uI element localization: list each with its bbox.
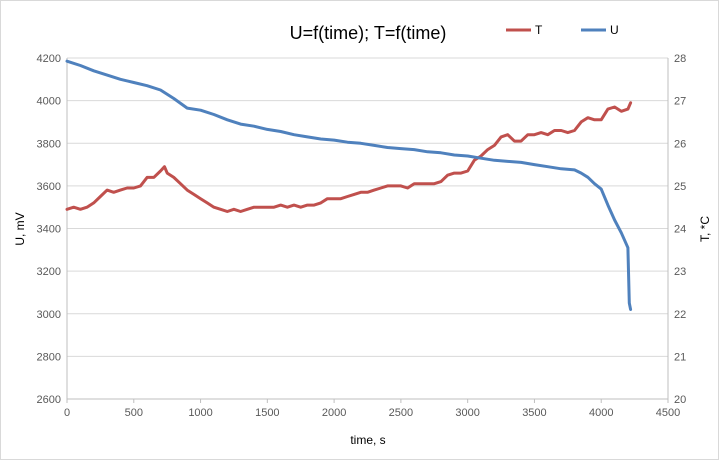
y-right-tick-label: 20 [674,394,686,406]
x-tick-label: 4000 [589,407,613,419]
y-right-tick-label: 27 [674,96,686,108]
y-right-tick-label: 24 [674,224,686,236]
y-left-tick-label: 2600 [37,394,61,406]
series-line-t [65,101,633,213]
x-tick-label: 4500 [656,407,680,419]
y-right-axis-title: T, *C [698,216,712,242]
legend: T U [506,23,619,37]
y-right-tick-label: 21 [674,351,686,363]
x-tick-label: 1500 [255,407,279,419]
y-left-tick-label: 3000 [37,309,61,321]
y-left-tick-label: 3800 [37,138,61,150]
legend-label-t: T [535,23,543,37]
x-tick-label: 0 [64,407,70,419]
y-right-tick-label: 22 [674,309,686,321]
x-tick-label: 3500 [522,407,546,419]
x-tick-label: 2000 [322,407,346,419]
x-tick-label: 3000 [455,407,479,419]
y-right-tick-label: 23 [674,266,686,278]
y-left-tick-label: 3200 [37,266,61,278]
x-tick-label: 1000 [188,407,212,419]
y-left-tick-label: 2800 [37,351,61,363]
y-left-axis-title: U, mV [13,212,27,245]
x-tick-label: 2500 [389,407,413,419]
y-right-tick-label: 28 [674,53,686,65]
y-right-tick-label: 26 [674,138,686,150]
axes: 2600 2800 3000 3200 3400 3600 3800 4000 4200 20 21… [37,53,687,419]
series-line-u [65,59,633,311]
chart-title: U=f(time); T=f(time) [290,23,447,43]
x-axis-title: time, s [350,433,385,447]
legend-label-u: U [610,23,619,37]
y-left-tick-label: 3600 [37,181,61,193]
gridlines [67,57,668,400]
series-lines [65,59,633,311]
y-right-tick-label: 25 [674,181,686,193]
y-left-tick-label: 4200 [37,53,61,65]
x-tick-label: 500 [125,407,143,419]
y-left-tick-label: 3400 [37,224,61,236]
y-left-tick-label: 4000 [37,96,61,108]
